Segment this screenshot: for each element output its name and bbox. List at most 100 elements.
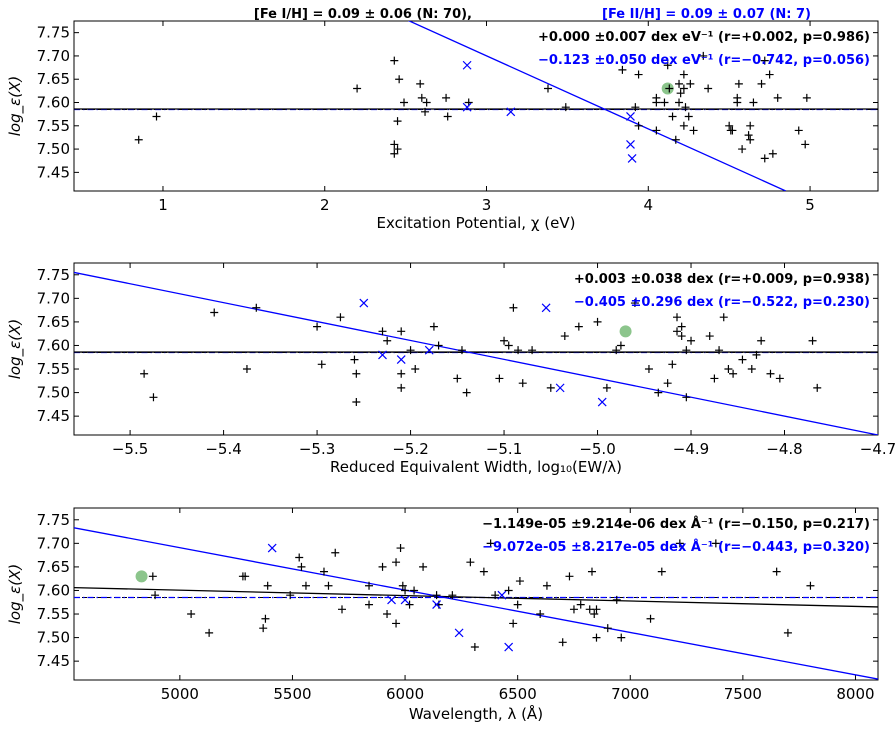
point-fe1 (486, 539, 495, 548)
point-fe1 (679, 121, 688, 130)
point-fe1 (148, 572, 157, 581)
point-fe2 (359, 298, 369, 308)
point-fe1 (617, 633, 626, 642)
point-fe2 (541, 303, 551, 313)
point-fe1 (324, 581, 333, 590)
point-fe1 (676, 89, 685, 98)
point-fe1 (393, 145, 402, 154)
point-fe1 (689, 126, 698, 135)
point-fe1 (699, 51, 708, 60)
point-fe1 (671, 135, 680, 144)
title-fe1: [Fe I/H] = 0.09 ± 0.06 (N: 70), (254, 7, 472, 22)
point-fe1 (352, 369, 361, 378)
y-tick-label: 7.65 (37, 558, 70, 576)
annotation-fe2: −0.123 ±0.050 dex eV⁻¹ (r=−0.742, p=0.05… (538, 53, 870, 68)
point-fe1 (448, 591, 457, 600)
annotation-fe2: −0.405 ±0.296 dex (r=−0.522, p=0.230) (574, 295, 870, 310)
point-fe1 (783, 628, 792, 637)
point-fe1 (677, 332, 686, 341)
point-fe2 (387, 595, 396, 605)
point-fe1 (746, 121, 755, 130)
x-tick-label: −5.2 (392, 440, 428, 458)
x-tick-label: −5.0 (579, 440, 615, 458)
point-fe1 (513, 600, 522, 609)
point-fe1 (675, 79, 684, 88)
point-fe1 (631, 103, 640, 112)
point-fe1 (749, 98, 758, 107)
point-fe1 (711, 539, 720, 548)
y-tick-label: 7.45 (37, 163, 70, 181)
point-fe1 (479, 567, 488, 576)
point-fe2 (627, 153, 637, 163)
point-fe1 (679, 70, 688, 79)
point-fe1 (295, 553, 304, 562)
point-fe1 (392, 558, 401, 567)
point-fe1 (205, 628, 214, 637)
x-tick-label: 3 (482, 196, 492, 214)
point-fe1 (395, 75, 404, 84)
point-fe2 (506, 107, 516, 117)
point-fe2 (626, 112, 635, 121)
x-tick-label: −5.1 (486, 440, 522, 458)
point-fe1 (663, 61, 672, 70)
point-fe2 (396, 355, 406, 365)
point-fe1 (429, 322, 438, 331)
point-fe1 (765, 70, 774, 79)
point-fe1 (462, 388, 471, 397)
point-fe1 (752, 350, 761, 359)
point-fe1 (434, 341, 443, 350)
y-tick-label: 7.55 (37, 117, 70, 135)
y-tick-label: 7.60 (37, 336, 70, 354)
point-fe1 (263, 581, 272, 590)
point-fe2 (424, 345, 434, 355)
point-fe1 (747, 365, 756, 374)
point-fe1 (677, 322, 686, 331)
point-fe1 (808, 336, 817, 345)
point-fe1 (152, 112, 161, 121)
y-tick-label: 7.70 (37, 289, 70, 307)
point-fe1 (390, 149, 399, 158)
point-fe1 (400, 98, 409, 107)
point-fe1 (602, 383, 611, 392)
plot-area (74, 21, 878, 191)
point-fe1 (593, 317, 602, 326)
point-fe1 (416, 79, 425, 88)
point-fe1 (673, 327, 681, 336)
point-fe1 (684, 112, 693, 121)
point-fe1 (397, 383, 406, 392)
point-fe1 (422, 98, 431, 107)
annotation-fe2: −9.072e-05 ±8.217e-05 dex Å⁻¹ (r=−0.443,… (482, 539, 870, 555)
fit-line-fe2 (407, 21, 787, 191)
y-tick-label: 7.45 (37, 407, 70, 425)
fit-line-fe1 (74, 586, 878, 608)
point-fe1 (301, 581, 310, 590)
point-fe1 (319, 567, 328, 576)
point-fe1 (338, 605, 346, 614)
point-fe2 (504, 642, 514, 652)
point-fe1 (561, 103, 570, 112)
point-fe2 (432, 600, 442, 610)
point-fe2 (462, 60, 472, 70)
x-axis-label: Reduced Equivalent Width, log₁₀(EW/λ) (330, 458, 622, 476)
point-fe1 (768, 149, 777, 158)
point-fe1 (710, 374, 719, 383)
x-tick-label: 7500 (724, 685, 762, 703)
point-fe1 (421, 107, 430, 116)
panel-1: 1 2 3 4 5 7.45 7.50 7.55 7.60 7.65 7.70 7.75 Excitat… (6, 20, 879, 232)
point-fe1 (668, 112, 677, 121)
point-fe1 (378, 562, 387, 571)
y-tick-label: 7.65 (37, 70, 70, 88)
y-tick-label: 7.75 (37, 511, 70, 529)
point-fe1 (261, 614, 270, 623)
x-tick-label: −4.9 (673, 440, 709, 458)
x-tick-label: −5.5 (112, 440, 148, 458)
x-tick-label: 5000 (161, 685, 199, 703)
point-fe1 (518, 379, 527, 388)
x-axis-label: Excitation Potential, χ (eV) (377, 214, 576, 232)
point-fe1 (466, 558, 475, 567)
y-tick-label: 7.75 (37, 266, 70, 284)
point-fe1 (397, 327, 406, 336)
point-fe1 (612, 595, 621, 604)
point-fe1 (681, 103, 690, 112)
